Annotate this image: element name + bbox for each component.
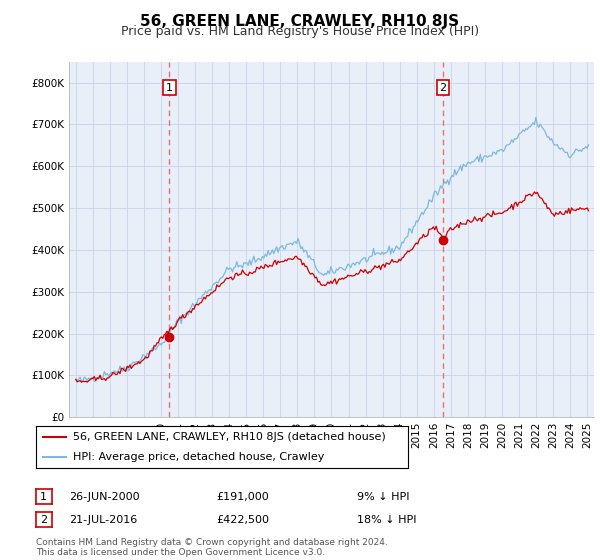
Text: 56, GREEN LANE, CRAWLEY, RH10 8JS (detached house): 56, GREEN LANE, CRAWLEY, RH10 8JS (detac… — [73, 432, 386, 442]
Text: £191,000: £191,000 — [216, 492, 269, 502]
Text: 2: 2 — [440, 82, 447, 92]
Text: 18% ↓ HPI: 18% ↓ HPI — [357, 515, 416, 525]
Text: Price paid vs. HM Land Registry's House Price Index (HPI): Price paid vs. HM Land Registry's House … — [121, 25, 479, 38]
Text: £422,500: £422,500 — [216, 515, 269, 525]
Text: 21-JUL-2016: 21-JUL-2016 — [69, 515, 137, 525]
Text: 1: 1 — [40, 492, 47, 502]
Text: 9% ↓ HPI: 9% ↓ HPI — [357, 492, 409, 502]
Text: 1: 1 — [166, 82, 173, 92]
Text: 56, GREEN LANE, CRAWLEY, RH10 8JS: 56, GREEN LANE, CRAWLEY, RH10 8JS — [140, 14, 460, 29]
Text: HPI: Average price, detached house, Crawley: HPI: Average price, detached house, Craw… — [73, 452, 325, 462]
Text: 26-JUN-2000: 26-JUN-2000 — [69, 492, 140, 502]
Text: Contains HM Land Registry data © Crown copyright and database right 2024.
This d: Contains HM Land Registry data © Crown c… — [36, 538, 388, 557]
Text: 2: 2 — [40, 515, 47, 525]
